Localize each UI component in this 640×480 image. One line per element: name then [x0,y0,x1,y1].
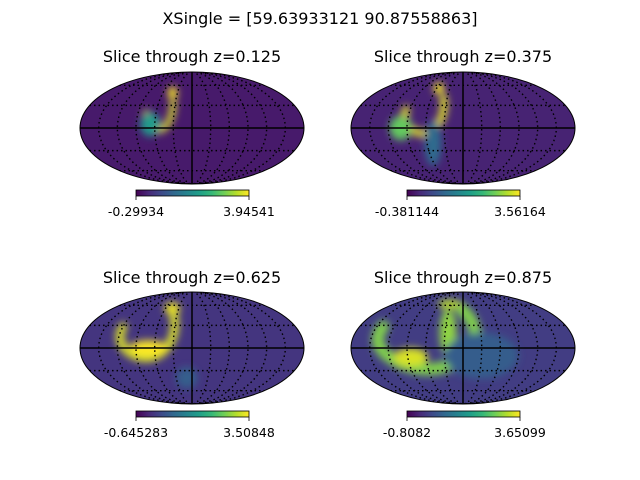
heat-blob [433,82,445,95]
figure-suptitle: XSingle = [59.63933121 90.87558863] [162,9,477,28]
colorbar-max-label: 3.94541 [223,204,275,219]
heat-blob [140,112,161,137]
colorbar-gradient [406,410,521,418]
colorbar-gradient [135,410,250,418]
colorbar: -0.8082 3.65099 [383,410,546,440]
graticule [351,72,575,184]
colorbar: -0.29934 3.94541 [108,189,275,219]
colorbar-min-label: -0.381144 [375,204,439,219]
colorbar-min-label: -0.645283 [104,425,168,440]
map-outline [79,71,305,185]
heat-blob [167,86,178,100]
colorbar: -0.381144 3.56164 [375,189,546,219]
colorbar-gradient [135,189,250,197]
panel-title: Slice through z=0.125 [103,47,281,66]
map-outline [350,71,576,185]
panel-1: Slice through z=0.125 -0.29934 3.94541 [79,47,305,219]
panel-title: Slice through z=0.625 [103,268,281,287]
colorbar-max-label: 3.65099 [494,425,546,440]
colorbar-min-label: -0.8082 [383,425,431,440]
meridian-line [468,292,539,404]
heat-blob [393,348,429,367]
panel-2: Slice through z=0.375 -0.381144 3.56164 [350,47,576,219]
map-outline [350,291,576,405]
map-data [140,86,178,137]
graticule [351,292,575,404]
map-outline [79,291,305,405]
heat-blob [437,299,462,309]
heat-arc [371,303,482,376]
panel-title: Slice through z=0.375 [374,47,552,66]
graticule [80,72,304,184]
graticule [80,292,304,404]
colorbar-gradient [406,189,521,197]
panel-4: Slice through z=0.875 -0.8082 3.65099 [350,268,576,440]
colorbar-max-label: 3.56164 [494,204,546,219]
panel-title: Slice through z=0.875 [374,268,552,287]
heat-blob [444,332,519,379]
colorbar-min-label: -0.29934 [108,204,164,219]
heat-blob [164,302,181,315]
colorbar: -0.645283 3.50848 [104,410,275,440]
meridian-line [468,72,539,184]
meridian-line [197,292,268,404]
meridian-line [197,72,268,184]
colorbar-max-label: 3.50848 [223,425,275,440]
heat-blob [424,120,442,167]
panel-3: Slice through z=0.625 -0.645283 3.50848 [79,268,305,440]
